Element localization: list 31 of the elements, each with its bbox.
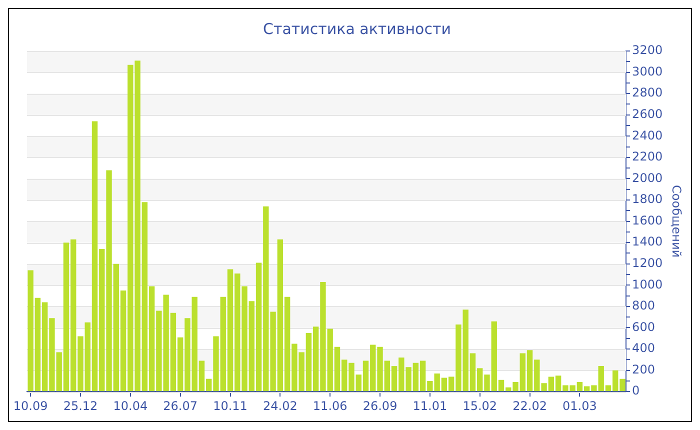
y-tick-label: 600 [632,320,655,334]
x-tick-label: 10.04 [113,398,148,413]
y-tick-label: 1000 [632,277,663,292]
x-tick-label: 10.11 [213,398,248,413]
y-tick-label: 2800 [632,86,663,100]
y-tick-label: 800 [632,298,655,313]
y-tick-label: 400 [632,341,655,356]
y-tick-label: 1800 [632,192,663,206]
y-tick-label: 1600 [632,213,663,228]
y-tick-label: 1200 [632,256,663,270]
x-tick-label: 10.09 [13,398,48,413]
y-tick-label: 3200 [632,43,663,58]
y-tick-label: 2200 [632,150,663,164]
x-tick-label: 15.02 [462,398,498,413]
y-tick-label: 2400 [632,128,663,142]
x-tick-label: 01.03 [562,398,597,413]
x-tick-label: 24.02 [262,398,298,413]
y-axis-title: Сообщений [670,185,684,258]
y-tick-label: 200 [632,362,655,376]
x-tick-label: 25.12 [63,398,98,413]
x-tick-label: 22.02 [512,398,547,413]
y-tick-label: 2000 [632,170,663,185]
y-tick-label: 2600 [632,106,663,121]
x-tick-label: 11.06 [312,398,348,413]
y-tick-label: 0 [632,384,640,398]
chart-title: Статистика активности [263,20,451,38]
y-tick-label: 3000 [632,64,663,78]
x-tick-label: 26.07 [163,398,198,413]
x-tick-label: 11.01 [412,398,448,413]
y-tick-label: 1400 [632,234,663,249]
x-tick-label: 26.09 [362,398,398,413]
